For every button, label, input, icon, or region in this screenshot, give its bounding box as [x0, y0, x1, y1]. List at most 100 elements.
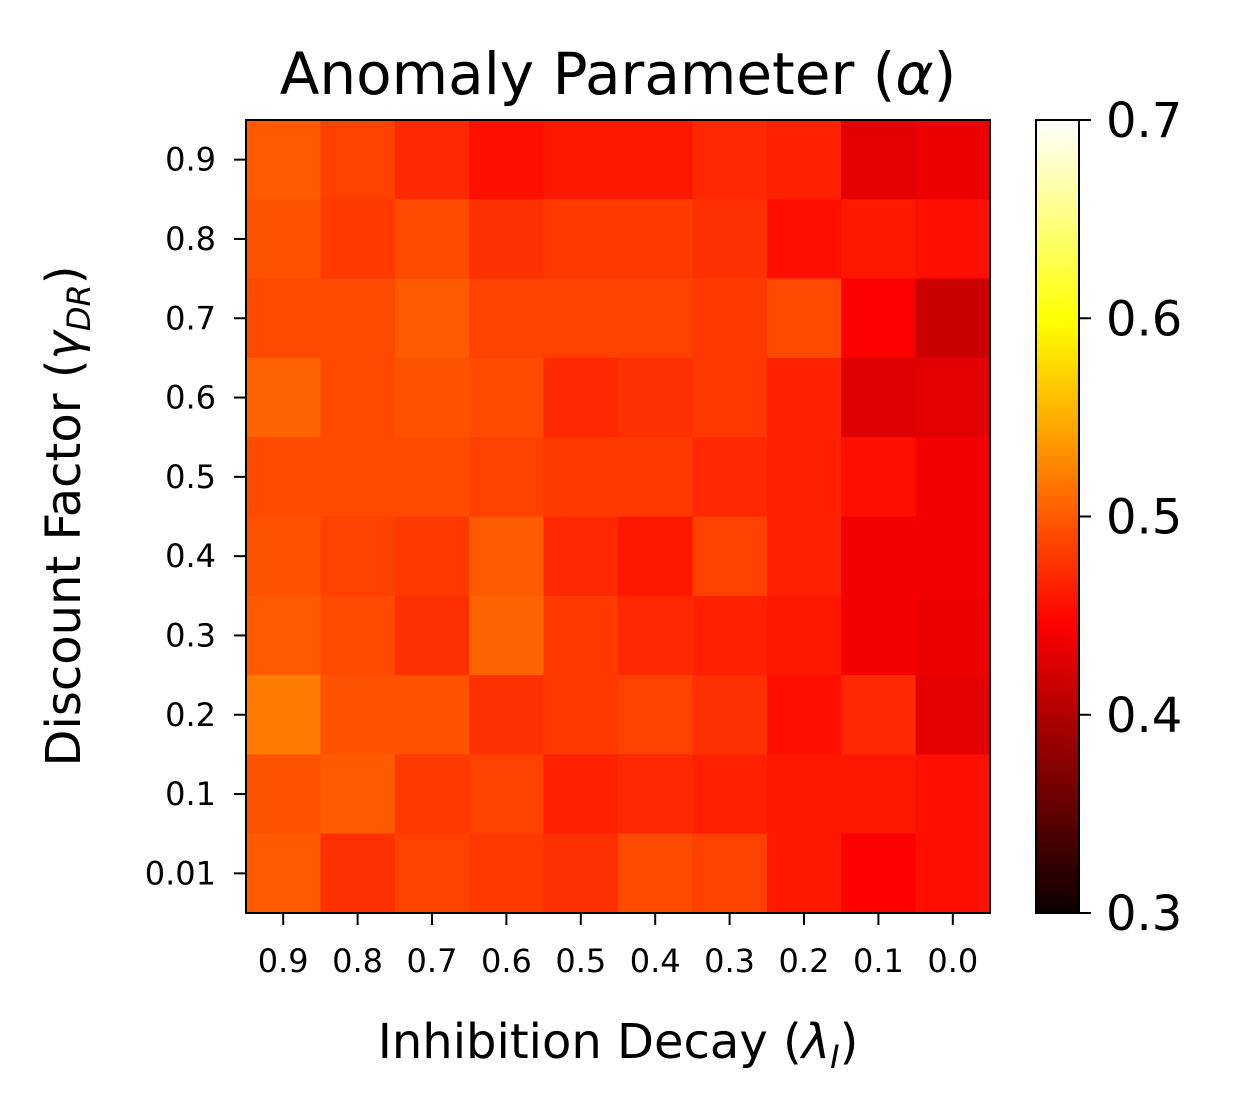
heatmap-cell	[320, 437, 396, 518]
heatmap-cell	[618, 278, 693, 359]
colorbar-tick-label: 0.3	[1106, 886, 1182, 942]
heatmap-cell	[543, 754, 619, 835]
colorbar	[1035, 119, 1080, 914]
heatmap-cell	[841, 675, 917, 755]
heatmap-cell	[246, 516, 321, 597]
heatmap-cell	[841, 278, 917, 359]
heatmap-cell	[320, 278, 396, 359]
x-tick-label: 0.3	[704, 942, 755, 980]
heatmap-cell	[766, 357, 842, 438]
heatmap-cell	[841, 595, 917, 676]
heatmap-cell	[692, 754, 768, 835]
heatmap-cell	[394, 278, 470, 359]
heatmap-cell	[320, 754, 396, 835]
x-tick-label: 0.8	[332, 942, 383, 980]
heatmap-cell	[469, 595, 545, 676]
heatmap-cell	[394, 833, 470, 914]
heatmap-cell	[915, 595, 991, 676]
y-axis-ticks: 0.9 0.8 0.7 0.6 0.5 0.4 0.3 0.2 0.1 0.01	[145, 141, 246, 892]
heatmap-cell	[394, 754, 470, 835]
chart-title: Anomaly Parameter (α)	[280, 40, 957, 108]
heatmap-cell	[766, 120, 842, 200]
heatmap-cell	[246, 754, 321, 835]
heatmap-cell	[469, 754, 545, 835]
heatmap-cell	[841, 516, 917, 597]
heatmap-cell	[618, 199, 693, 280]
y-tick-label: 0.6	[165, 379, 216, 417]
heatmap-cell	[469, 437, 545, 518]
heatmap-cell	[618, 516, 693, 597]
heatmap-cell	[246, 120, 321, 200]
heatmap-cells	[246, 120, 991, 914]
heatmap-cell	[543, 120, 619, 200]
heatmap-cell	[915, 516, 991, 597]
x-tick-label: 0.4	[630, 942, 681, 980]
heatmap-cell	[766, 516, 842, 597]
heatmap-cell	[543, 675, 619, 755]
heatmap-cell	[394, 199, 470, 280]
heatmap-cell	[246, 675, 321, 755]
heatmap-cell	[618, 120, 693, 200]
heatmap-cell	[618, 833, 693, 914]
x-tick-label: 0.2	[779, 942, 830, 980]
heatmap-cell	[543, 833, 619, 914]
heatmap-cell	[246, 357, 321, 438]
heatmap-cell	[841, 437, 917, 518]
heatmap-cell	[766, 595, 842, 676]
y-tick-label: 0.8	[165, 220, 216, 258]
heatmap-cell	[469, 357, 545, 438]
x-tick-label: 0.0	[927, 942, 978, 980]
heatmap-cell	[543, 437, 619, 518]
heatmap-cell	[692, 278, 768, 359]
colorbar-tick-label: 0.5	[1106, 490, 1182, 546]
heatmap-cell	[692, 120, 768, 200]
heatmap-cell	[915, 278, 991, 359]
heatmap-cell	[692, 357, 768, 438]
colorbar-tick-label: 0.6	[1106, 291, 1182, 347]
heatmap-cell	[766, 675, 842, 755]
heatmap-cell	[469, 278, 545, 359]
heatmap-cell	[543, 357, 619, 438]
heatmap-cell	[469, 675, 545, 755]
colorbar-ticks: 0.3 0.4 0.5 0.6 0.7	[1079, 93, 1182, 942]
heatmap-cell	[320, 595, 396, 676]
heatmap-cell	[766, 278, 842, 359]
y-tick-label: 0.1	[165, 775, 216, 813]
heatmap-cell	[469, 833, 545, 914]
heatmap-cell	[543, 595, 619, 676]
y-tick-label: 0.2	[165, 696, 216, 734]
x-axis-label: Inhibition Decay (λI)	[378, 1014, 859, 1076]
heatmap-cell	[320, 357, 396, 438]
heatmap-cell	[915, 754, 991, 835]
y-tick-label: 0.3	[165, 616, 216, 654]
heatmap-cell	[469, 199, 545, 280]
heatmap-cell	[766, 754, 842, 835]
y-tick-label: 0.5	[165, 458, 216, 496]
heatmap-cell	[246, 833, 321, 914]
heatmap-cell	[246, 199, 321, 280]
plot-frame	[245, 119, 991, 914]
heatmap-cell	[394, 675, 470, 755]
heatmap-cell	[246, 595, 321, 676]
colorbar-tick-label: 0.4	[1106, 688, 1182, 744]
y-tick-label: 0.4	[165, 537, 216, 575]
heatmap-cell	[841, 754, 917, 835]
heatmap-cell	[394, 516, 470, 597]
heatmap-cell	[915, 120, 991, 200]
heatmap-cell	[246, 437, 321, 518]
heatmap-cell	[320, 833, 396, 914]
heatmap-cell	[915, 833, 991, 914]
heatmap-cell	[915, 437, 991, 518]
heatmap-cell	[246, 278, 321, 359]
heatmap-cell	[841, 833, 917, 914]
heatmap-cell	[618, 595, 693, 676]
heatmap-cell	[692, 675, 768, 755]
heatmap-cell	[692, 595, 768, 676]
y-tick-label: 0.7	[165, 299, 216, 337]
heatmap-cell	[692, 516, 768, 597]
heatmap-cell	[618, 357, 693, 438]
heatmap-cell	[320, 199, 396, 280]
x-tick-label: 0.7	[407, 942, 458, 980]
heatmap-cell	[841, 120, 917, 200]
